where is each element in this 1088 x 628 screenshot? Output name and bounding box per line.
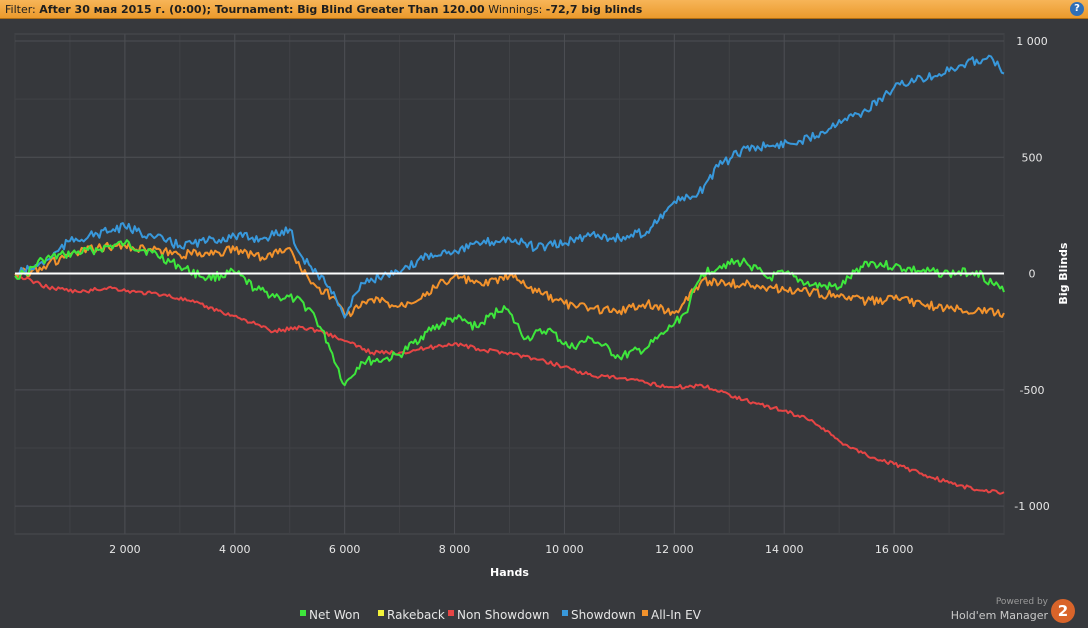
x-tick-label: 2 000 bbox=[109, 543, 141, 556]
series-line-showdown bbox=[14, 54, 1005, 319]
filter-date: After 30 мая 2015 г. (0:00) bbox=[39, 3, 207, 16]
product-name: Hold'em Manager bbox=[950, 609, 1048, 622]
series-line-net-won bbox=[14, 239, 1005, 387]
series-line-non-showdown bbox=[15, 274, 1005, 495]
legend-swatch-rakeback bbox=[378, 610, 384, 616]
x-tick-label: 12 000 bbox=[655, 543, 694, 556]
legend-swatch-showdown bbox=[562, 610, 568, 616]
x-tick-label: 16 000 bbox=[875, 543, 914, 556]
x-tick-label: 4 000 bbox=[219, 543, 251, 556]
legend-label-all-in-ev: All-In EV bbox=[651, 608, 702, 622]
legend-swatch-non-showdown bbox=[448, 610, 454, 616]
x-tick-label: 8 000 bbox=[439, 543, 471, 556]
powered-by-text: Powered by bbox=[995, 597, 1048, 607]
x-tick-label: 14 000 bbox=[765, 543, 804, 556]
x-axis-title: Hands bbox=[490, 566, 529, 579]
x-tick-label: 10 000 bbox=[545, 543, 584, 556]
legend-label-non-showdown: Non Showdown bbox=[457, 608, 550, 622]
filter-tournament: Tournament: Big Blind Greater Than 120.0… bbox=[214, 3, 485, 16]
legend-label-showdown: Showdown bbox=[571, 608, 636, 622]
winnings-value: -72,7 big blinds bbox=[545, 3, 643, 16]
series-line-all-in-ev bbox=[14, 241, 1005, 318]
y-tick-label: -500 bbox=[1020, 384, 1045, 397]
y-axis-title: Big Blinds bbox=[1057, 242, 1070, 304]
x-tick-label: 6 000 bbox=[329, 543, 361, 556]
y-tick-label: 1 000 bbox=[1016, 35, 1048, 48]
winnings-label: Winnings: bbox=[488, 3, 543, 16]
legend-label-rakeback: Rakeback bbox=[387, 608, 445, 622]
help-icon[interactable]: ? bbox=[1070, 2, 1084, 16]
filter-prefix: Filter: bbox=[5, 3, 36, 16]
y-tick-label: 500 bbox=[1022, 151, 1043, 164]
filter-bar: Filter: After 30 мая 2015 г. (0:00); Tou… bbox=[0, 0, 1088, 19]
legend-label-net-won: Net Won bbox=[309, 608, 360, 622]
y-tick-label: -1 000 bbox=[1014, 500, 1049, 513]
profit-chart: 2 000 4 000 6 000 8 000 10 000 12 000 14 000 16… bbox=[14, 33, 1070, 622]
y-tick-label: 0 bbox=[1029, 268, 1036, 281]
legend-swatch-all-in-ev bbox=[642, 610, 648, 616]
legend-swatch-net-won bbox=[300, 610, 306, 616]
hm2-logo-badge: 2 bbox=[1051, 599, 1075, 623]
